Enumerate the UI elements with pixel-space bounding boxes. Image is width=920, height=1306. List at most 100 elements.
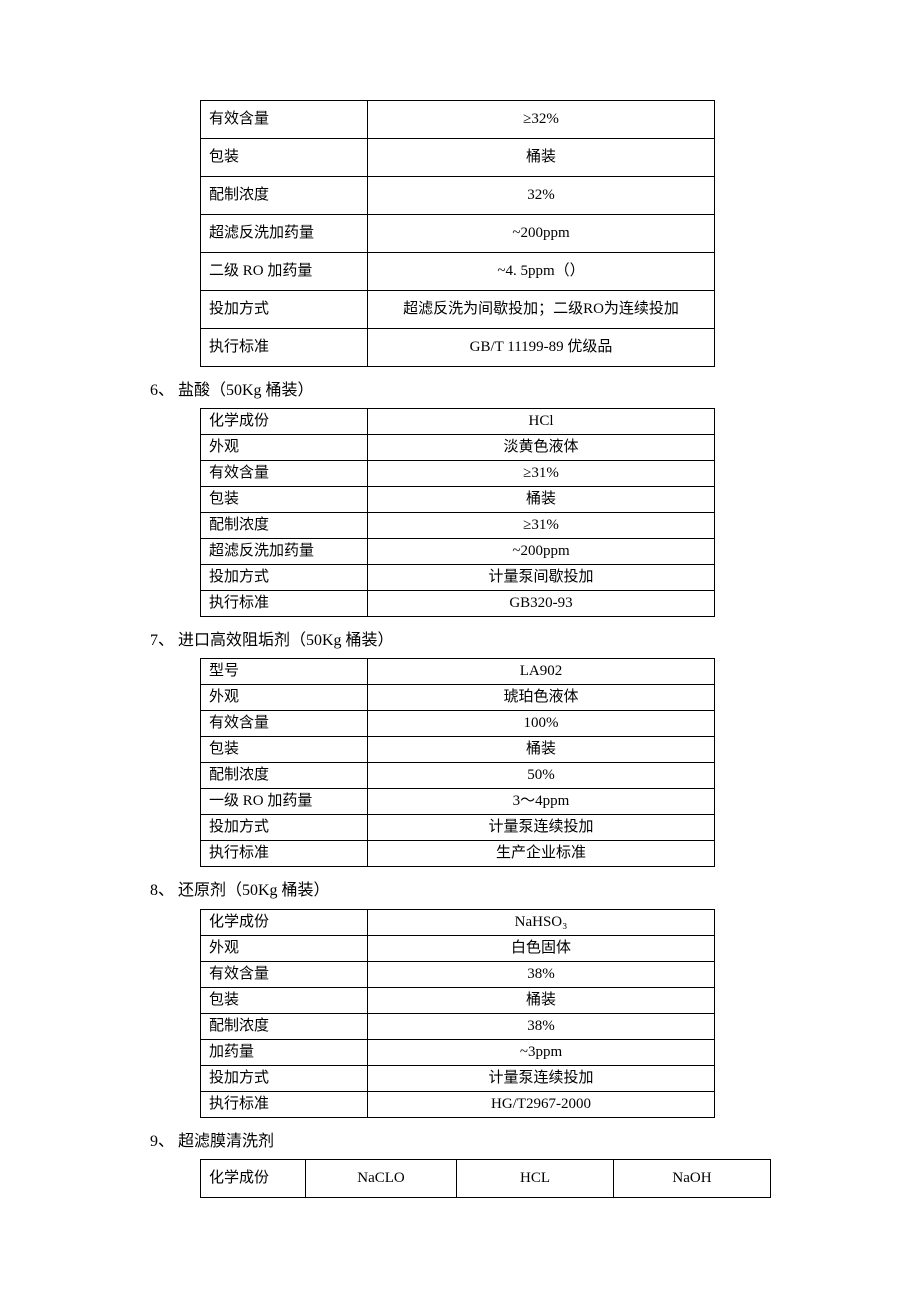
cell-label: 配制浓度 [201,763,368,789]
cell-label: 投加方式 [201,1065,368,1091]
section8-table: 化学成份NaHSO₃外观白色固体有效含量38%包装桶装配制浓度38%加药量~3p… [200,909,715,1118]
cell-value: HCl [368,409,715,435]
table-row: 外观白色固体 [201,935,715,961]
cell-label: 执行标准 [201,591,368,617]
cell-label: 外观 [201,435,368,461]
cell-value: 38% [368,1013,715,1039]
table-row: 化学成份HCl [201,409,715,435]
section6-heading: 6、 盐酸（50Kg 桶装） [150,375,920,408]
cell-value: ~200ppm [368,215,715,253]
table-row: 包装桶装 [201,737,715,763]
cell-value: ~3ppm [368,1039,715,1065]
cell-label: 有效含量 [201,961,368,987]
table-row: 化学成份 NaCLO HCL NaOH [201,1159,771,1197]
cell-value: 50% [368,763,715,789]
cell-value: 100% [368,711,715,737]
cell-label: 投加方式 [201,565,368,591]
cell-value: 生产企业标准 [368,841,715,867]
table-row: 包装桶装 [201,487,715,513]
cell-label: 外观 [201,935,368,961]
cell-label: 外观 [201,685,368,711]
cell-value: HCL [457,1159,614,1197]
cell-value: 桶装 [368,139,715,177]
cell-value: ≥31% [368,461,715,487]
table-row: 投加方式超滤反洗为间歇投加；二级RO为连续投加 [201,291,715,329]
cell-label: 加药量 [201,1039,368,1065]
table-row: 配制浓度38% [201,1013,715,1039]
table-row: 型号LA902 [201,659,715,685]
table-row: 二级 RO 加药量~4. 5ppm（） [201,253,715,291]
table-row: 有效含量≥31% [201,461,715,487]
cell-label: 执行标准 [201,329,368,367]
cell-value: NaCLO [306,1159,457,1197]
cell-value: 白色固体 [368,935,715,961]
cell-label: 有效含量 [201,461,368,487]
cell-value: ≥32% [368,101,715,139]
table-row: 配制浓度32% [201,177,715,215]
cell-label: 包装 [201,987,368,1013]
cell-label: 投加方式 [201,291,368,329]
table-row: 超滤反洗加药量~200ppm [201,215,715,253]
cell-value: 淡黄色液体 [368,435,715,461]
table-row: 外观淡黄色液体 [201,435,715,461]
table-row: 配制浓度≥31% [201,513,715,539]
cell-label: 一级 RO 加药量 [201,789,368,815]
cell-value: HG/T2967-2000 [368,1091,715,1117]
cell-label: 型号 [201,659,368,685]
cell-value: 计量泵连续投加 [368,1065,715,1091]
cell-value: ~4. 5ppm（） [368,253,715,291]
cell-value: GB/T 11199-89 优级品 [368,329,715,367]
section9-heading: 9、 超滤膜清洗剂 [150,1126,920,1159]
cell-value: LA902 [368,659,715,685]
table-row: 执行标准GB320-93 [201,591,715,617]
cell-label: 超滤反洗加药量 [201,539,368,565]
cell-label: 化学成份 [201,1159,306,1197]
cell-value: 桶装 [368,487,715,513]
table-row: 超滤反洗加药量~200ppm [201,539,715,565]
section8-heading: 8、 还原剂（50Kg 桶装） [150,875,920,908]
cell-value: NaOH [614,1159,771,1197]
section5-table: 有效含量≥32%包装桶装配制浓度32%超滤反洗加药量~200ppm二级 RO 加… [200,100,715,367]
table-row: 执行标准HG/T2967-2000 [201,1091,715,1117]
cell-label: 投加方式 [201,815,368,841]
table-row: 投加方式计量泵连续投加 [201,815,715,841]
section7-heading: 7、 进口高效阻垢剂（50Kg 桶装） [150,625,920,658]
cell-value: GB320-93 [368,591,715,617]
table-row: 执行标准GB/T 11199-89 优级品 [201,329,715,367]
cell-label: 超滤反洗加药量 [201,215,368,253]
table-row: 有效含量38% [201,961,715,987]
table-row: 执行标准生产企业标准 [201,841,715,867]
cell-label: 配制浓度 [201,1013,368,1039]
table-row: 一级 RO 加药量3～4ppm [201,789,715,815]
section9-table: 化学成份 NaCLO HCL NaOH [200,1159,771,1198]
table-row: 配制浓度50% [201,763,715,789]
cell-value: 桶装 [368,987,715,1013]
cell-value: ~200ppm [368,539,715,565]
cell-value: 3～4ppm [368,789,715,815]
table-row: 外观琥珀色液体 [201,685,715,711]
table-row: 投加方式计量泵间歇投加 [201,565,715,591]
cell-label: 二级 RO 加药量 [201,253,368,291]
table-row: 包装桶装 [201,987,715,1013]
cell-label: 配制浓度 [201,513,368,539]
cell-label: 配制浓度 [201,177,368,215]
table-row: 化学成份NaHSO₃ [201,909,715,935]
cell-value: ≥31% [368,513,715,539]
cell-label: 有效含量 [201,711,368,737]
cell-value: 琥珀色液体 [368,685,715,711]
cell-value: 32% [368,177,715,215]
cell-label: 化学成份 [201,909,368,935]
table-row: 有效含量100% [201,711,715,737]
cell-label: 化学成份 [201,409,368,435]
cell-label: 包装 [201,487,368,513]
cell-value: 桶装 [368,737,715,763]
section6-table: 化学成份HCl外观淡黄色液体有效含量≥31%包装桶装配制浓度≥31%超滤反洗加药… [200,408,715,617]
cell-value: 计量泵间歇投加 [368,565,715,591]
table-row: 有效含量≥32% [201,101,715,139]
cell-value: 超滤反洗为间歇投加；二级RO为连续投加 [368,291,715,329]
table-row: 包装桶装 [201,139,715,177]
cell-label: 包装 [201,737,368,763]
cell-label: 执行标准 [201,1091,368,1117]
cell-label: 有效含量 [201,101,368,139]
section7-table: 型号LA902外观琥珀色液体有效含量100%包装桶装配制浓度50%一级 RO 加… [200,658,715,867]
